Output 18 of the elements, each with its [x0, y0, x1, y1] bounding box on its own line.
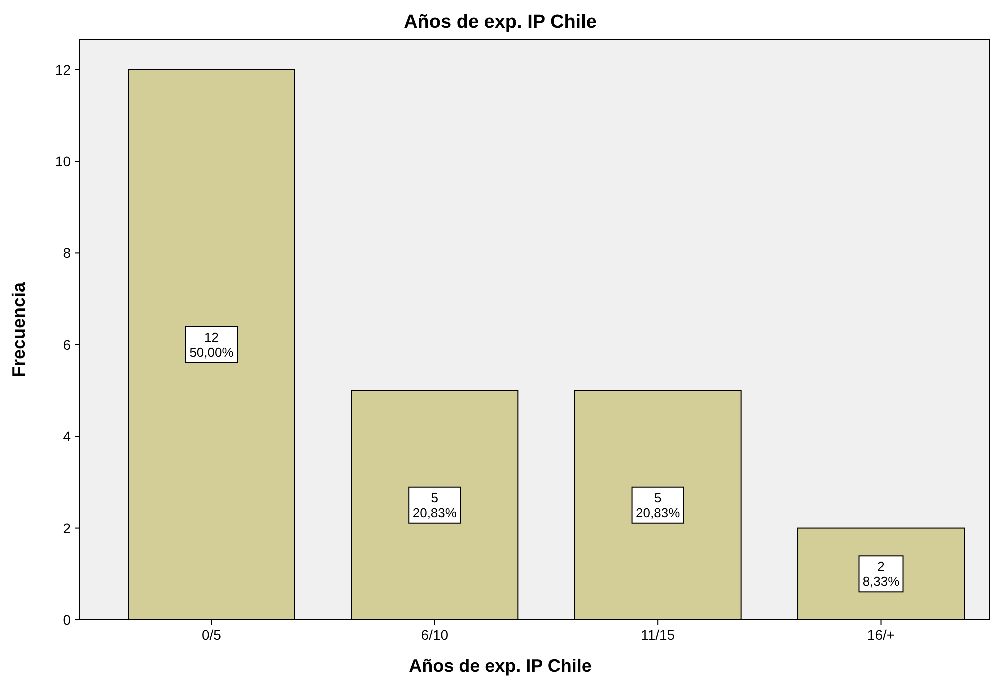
- x-tick-label: 16/+: [867, 627, 896, 643]
- x-tick-label: 11/15: [641, 627, 676, 643]
- data-label: 5 20,83%: [412, 490, 458, 520]
- y-tick-label: 6: [63, 336, 72, 353]
- y-tick-label: 12: [55, 62, 72, 78]
- data-label: 2 8,33%: [862, 559, 900, 590]
- data-label: 5 20,83%: [636, 490, 681, 520]
- x-tick-label: 0/5: [202, 627, 222, 643]
- y-tick-label: 10: [55, 154, 72, 170]
- y-tick-label: 8: [63, 245, 72, 262]
- y-tick-label: 2: [63, 520, 72, 536]
- data-label: 12 50,00%: [190, 330, 234, 360]
- y-axis-title: Frecuencia: [9, 281, 29, 378]
- y-tick-label: 4: [63, 428, 72, 445]
- chart-title: Años de exp. IP Chile: [404, 12, 597, 33]
- x-axis-title: Años de exp. IP Chile: [409, 656, 592, 676]
- x-tick-label: 6/10: [421, 627, 449, 643]
- y-tick-label: 0: [63, 612, 72, 628]
